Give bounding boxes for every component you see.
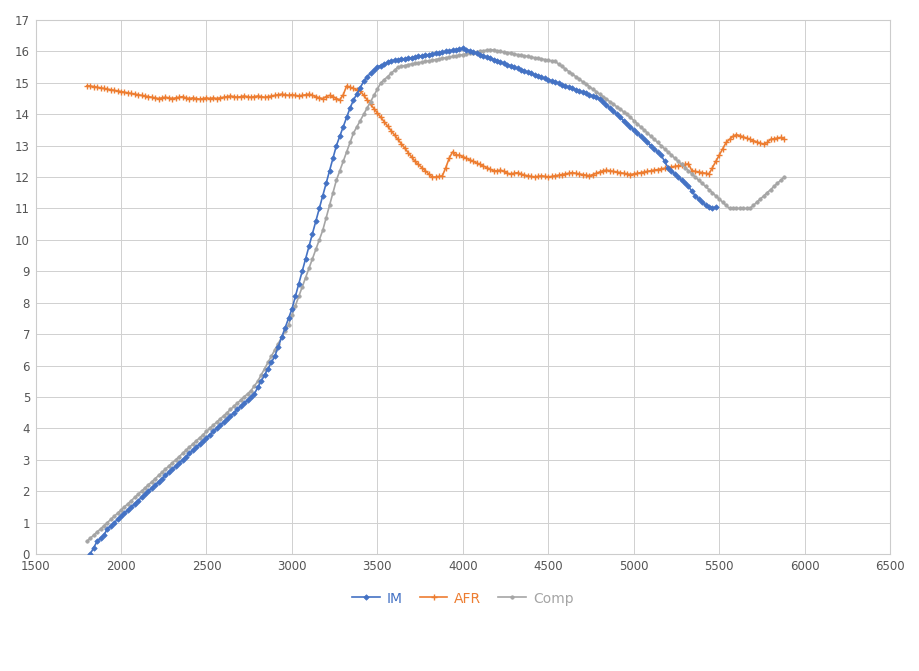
IM [345,104,356,112]
Comp [508,50,519,58]
AFR [170,94,181,102]
Comp [81,537,92,546]
Comp [522,52,533,60]
IM [512,64,523,72]
IM [81,556,92,564]
IM [709,203,720,211]
IM [457,44,468,52]
AFR [720,138,731,146]
Comp [777,173,789,181]
Line: AFR: AFR [84,83,787,180]
AFR [556,170,567,178]
AFR [522,172,533,180]
Line: IM: IM [85,46,717,562]
AFR [81,82,92,90]
IM [214,421,225,429]
Comp [170,456,181,464]
Legend: IM, AFR, Comp: IM, AFR, Comp [346,586,578,611]
Comp [556,62,567,70]
AFR [508,169,519,177]
AFR [777,136,789,144]
AFR [426,173,437,181]
IM [180,452,191,460]
IM [218,418,229,426]
Line: Comp: Comp [85,48,785,543]
Comp [464,49,475,57]
Comp [720,201,731,209]
AFR [467,157,478,165]
Comp [484,46,495,54]
IM [604,104,615,112]
